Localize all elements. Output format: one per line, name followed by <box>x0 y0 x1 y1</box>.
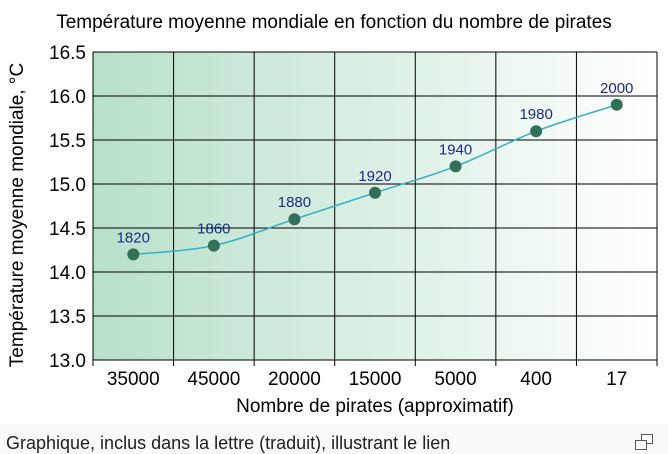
y-tick-label: 13.0 <box>49 351 86 372</box>
figure-caption: Graphique, inclus dans la lettre (tradui… <box>6 433 451 453</box>
x-tick-label: 17 <box>606 369 627 390</box>
data-point <box>449 160 462 173</box>
x-axis-ticks: 35000 45000 20000 15000 5000 400 17 <box>107 369 627 390</box>
data-point <box>369 186 381 199</box>
y-tick-label: 13.5 <box>49 307 86 328</box>
y-axis-ticks: 13.0 13.5 14.0 14.5 15.0 15.5 16.0 16.5 <box>49 43 86 372</box>
chart-frame: Température moyenne mondiale en fonction… <box>7 12 658 417</box>
point-label: 1980 <box>519 106 552 123</box>
y-tick-label: 15.5 <box>49 131 86 152</box>
point-label: 1860 <box>197 221 230 238</box>
y-tick-label: 16.0 <box>49 87 86 108</box>
data-point <box>530 125 543 138</box>
point-label: 1820 <box>117 229 150 246</box>
point-label: 1940 <box>439 141 472 158</box>
x-tick-label: 35000 <box>107 369 160 390</box>
data-point <box>610 98 623 111</box>
data-point <box>127 248 140 261</box>
data-point <box>207 239 220 252</box>
x-tick-label: 20000 <box>268 369 321 390</box>
x-tick-label: 45000 <box>187 369 240 390</box>
enlarge-icon[interactable] <box>634 432 654 452</box>
grid-lines <box>92 51 658 366</box>
chart: Température moyenne mondiale en fonction… <box>7 12 658 417</box>
y-tick-label: 16.5 <box>49 43 86 64</box>
data-point <box>288 213 301 226</box>
point-labels: 1820 1860 1880 1920 1940 1980 2000 <box>117 80 634 247</box>
y-tick-label: 15.0 <box>49 175 86 196</box>
x-tick-label: 5000 <box>434 369 476 390</box>
series-markers <box>127 98 623 261</box>
point-label: 1880 <box>278 194 311 211</box>
chart-title: Température moyenne mondiale en fonction… <box>56 12 612 33</box>
point-label: 2000 <box>600 80 633 97</box>
x-tick-label: 15000 <box>349 369 402 390</box>
plot-area <box>93 52 657 360</box>
y-tick-label: 14.0 <box>49 263 86 284</box>
x-axis-label: Nombre de pirates (approximatif) <box>236 396 514 417</box>
y-tick-label: 14.5 <box>49 219 86 240</box>
point-label: 1920 <box>358 168 391 185</box>
y-axis-label: Température moyenne mondiale, °C <box>7 63 28 367</box>
x-tick-label: 400 <box>520 369 552 390</box>
